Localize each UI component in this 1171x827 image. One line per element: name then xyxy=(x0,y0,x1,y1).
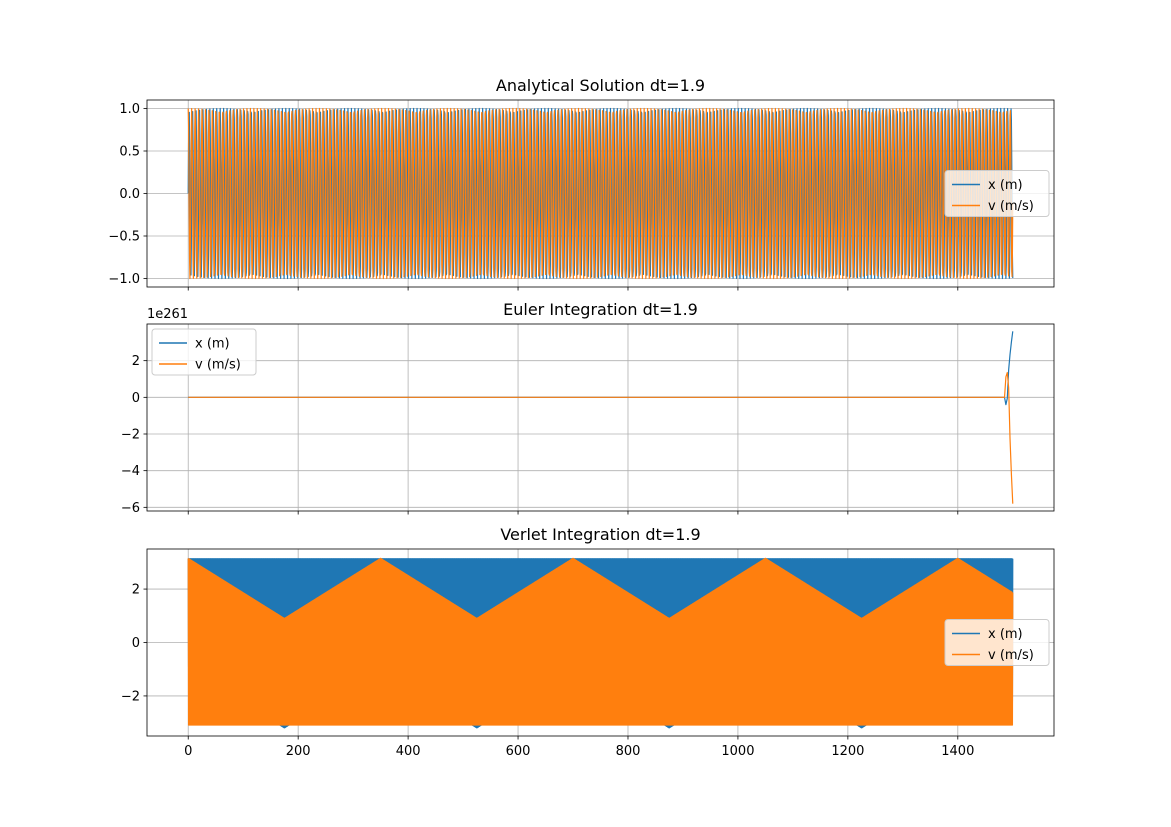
legend: x (m) v (m/s) xyxy=(944,170,1050,217)
y-tick-label: 2 xyxy=(132,354,140,369)
plot-area xyxy=(188,331,1014,504)
legend: x (m) v (m/s) xyxy=(151,328,257,376)
subplot-title: Verlet Integration dt=1.9 xyxy=(500,525,700,544)
y-tick-label: 0 xyxy=(132,636,140,651)
series-line-x xyxy=(188,331,1014,406)
legend-label: x (m) xyxy=(988,178,1023,193)
x-tick-label: 1200 xyxy=(831,744,864,759)
y-tick-label: −2 xyxy=(121,689,140,704)
y-tick-label: 0.0 xyxy=(119,187,140,202)
subplot-title: Analytical Solution dt=1.9 xyxy=(496,76,705,95)
y-tick-label: 1.0 xyxy=(119,102,140,117)
series-line-x xyxy=(187,107,1014,280)
y-tick-label: 0.5 xyxy=(119,145,140,160)
x-tick-label: 800 xyxy=(616,744,641,759)
x-tick-label: 1000 xyxy=(721,744,754,759)
legend-label: v (m/s) xyxy=(988,199,1034,214)
y-tick-label: 0 xyxy=(132,391,140,406)
x-tick-label: 600 xyxy=(506,744,531,759)
y-tick-label: −6 xyxy=(121,501,140,516)
y-offset-label: 1e261 xyxy=(147,307,188,322)
legend-label: v (m/s) xyxy=(195,358,241,373)
x-tick-label: 1400 xyxy=(941,744,974,759)
subplot-2: −6 −4 −2 0 2 1e261 Euler Integration dt=1.9 x (… xyxy=(121,300,1055,516)
subplot-3: 0 200 400 600 800 1000 1200 1400 −2 0 2 Verlet Inte… xyxy=(121,525,1055,759)
series-line-v xyxy=(187,107,1014,280)
plot-area xyxy=(187,557,1014,729)
series-line-v xyxy=(188,371,1014,504)
legend-label: v (m/s) xyxy=(988,648,1034,663)
subplot-1: −1.0 −0.5 0.0 0.5 1.0 Analytical Solution dt=… xyxy=(108,76,1055,291)
legend-label: x (m) xyxy=(195,337,230,352)
legend-label: x (m) xyxy=(988,627,1023,642)
y-tick-label: 2 xyxy=(132,583,140,598)
y-tick-label: −1.0 xyxy=(108,272,140,287)
plot-area xyxy=(187,107,1014,280)
x-tick-label: 200 xyxy=(286,744,311,759)
x-tick-label: 0 xyxy=(184,744,192,759)
axes-frame xyxy=(146,323,1055,512)
y-tick-label: −2 xyxy=(121,428,140,443)
x-tick-label: 400 xyxy=(396,744,421,759)
subplot-title: Euler Integration dt=1.9 xyxy=(503,300,698,319)
series-line-x xyxy=(187,558,1014,729)
y-tick-label: −4 xyxy=(121,464,140,479)
y-tick-label: −0.5 xyxy=(108,230,140,245)
legend: x (m) v (m/s) xyxy=(944,619,1050,666)
series-line-v xyxy=(187,557,1014,726)
